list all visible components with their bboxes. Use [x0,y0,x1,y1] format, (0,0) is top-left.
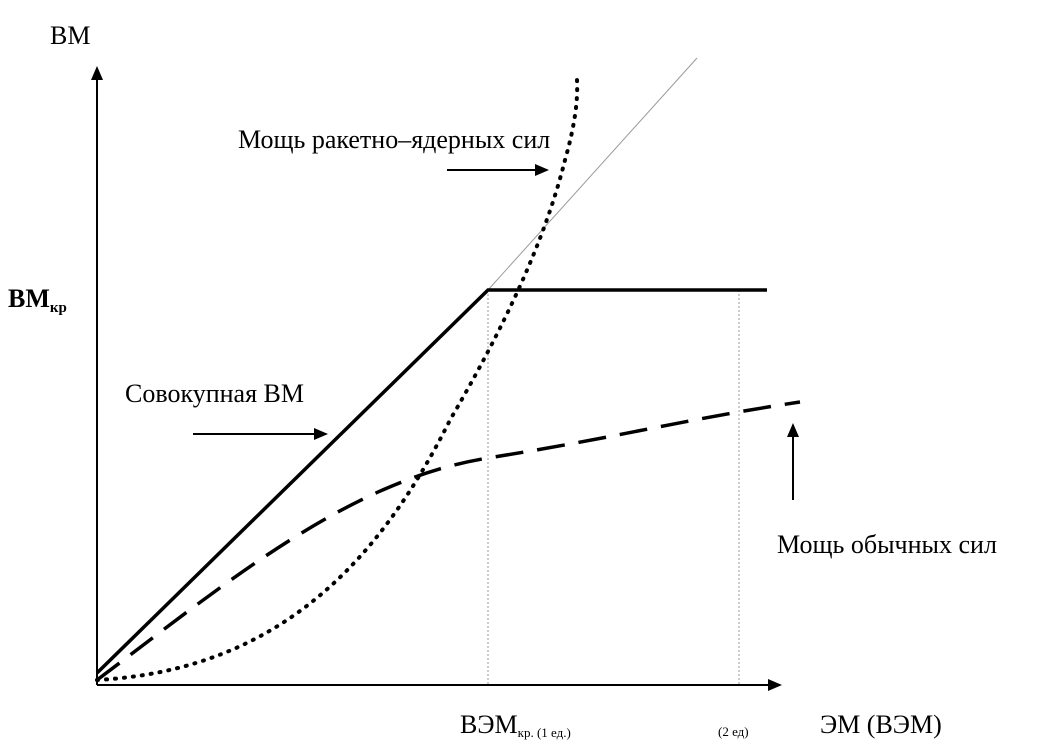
total-force-curve [95,288,767,675]
nuclear-force-label: Мощь ракетно–ядерных сил [238,125,550,154]
two-units-label: (2 ед) [718,724,749,739]
x-axis-label: ЭМ (ВЭМ) [820,710,942,739]
vem-critical-sub: кр. (1 ед.) [518,725,571,740]
conventional-force-curve [95,400,801,682]
nuclear-force-curve [95,78,580,682]
tangent-line [487,57,698,291]
vm-critical-label: ВМкр [8,284,67,316]
y-axis-label: ВМ [50,21,90,50]
vem-critical-label: ВЭМкр. (1 ед.) [460,710,571,740]
total-force-label: Совокупная ВМ [125,379,304,408]
vm-critical-main: ВМ [8,284,50,313]
conventional-force-label: Мощь обычных сил [777,530,997,559]
vm-critical-sub: кр [50,300,67,316]
vem-critical-main: ВЭМ [460,710,518,739]
